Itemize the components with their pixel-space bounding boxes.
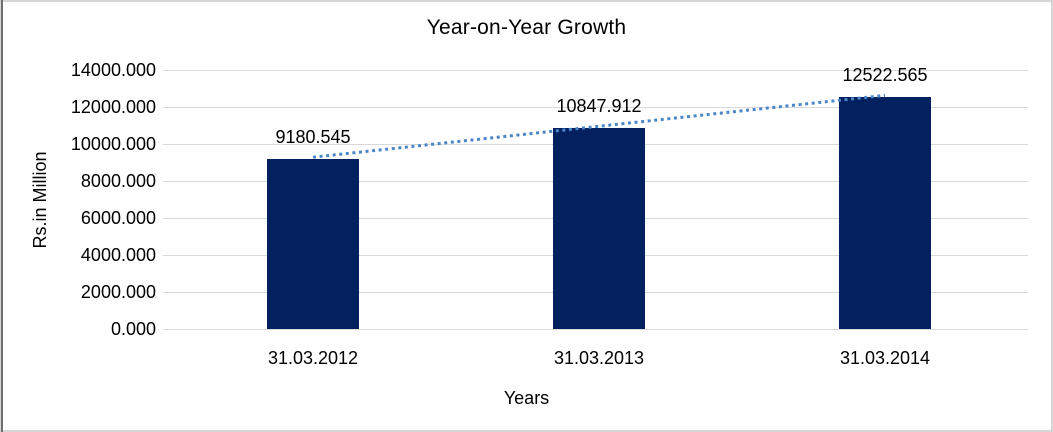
chart-title: Year-on-Year Growth: [426, 16, 627, 39]
y-tick-label: 10000.000: [70, 134, 156, 154]
x-tick-label: 31.03.2014: [839, 348, 931, 368]
y-axis-tick: [163, 329, 170, 330]
y-axis-tick: [163, 218, 170, 219]
y-tick-label: 2000.000: [80, 282, 156, 302]
y-gridline: [170, 70, 1028, 71]
bar: [267, 159, 359, 329]
x-tick-label: 31.03.2013: [553, 348, 645, 368]
frame-left-accent: [1, 0, 3, 432]
bar-value-label: 9180.545: [275, 127, 351, 147]
bar-value-label: 12522.565: [842, 65, 928, 85]
x-tick-label: 31.03.2012: [267, 348, 359, 368]
y-tick-label: 6000.000: [80, 208, 156, 228]
bar: [553, 128, 645, 329]
y-axis-tick: [163, 144, 170, 145]
y-axis-tick: [163, 181, 170, 182]
y-gridline: [170, 329, 1028, 330]
bar: [839, 97, 931, 329]
y-tick-label: 14000.000: [70, 60, 156, 80]
x-axis-title: Years: [503, 388, 550, 408]
y-axis-tick: [163, 107, 170, 108]
y-tick-label: 8000.000: [80, 171, 156, 191]
y-axis-tick: [163, 70, 170, 71]
y-tick-label: 12000.000: [70, 97, 156, 117]
y-tick-label: 4000.000: [80, 245, 156, 265]
y-axis-title: Rs.in Million: [30, 151, 50, 249]
y-axis-tick: [163, 292, 170, 293]
y-axis-tick: [163, 255, 170, 256]
y-tick-label: 0.000: [110, 319, 156, 339]
bar-value-label: 10847.912: [556, 96, 642, 116]
